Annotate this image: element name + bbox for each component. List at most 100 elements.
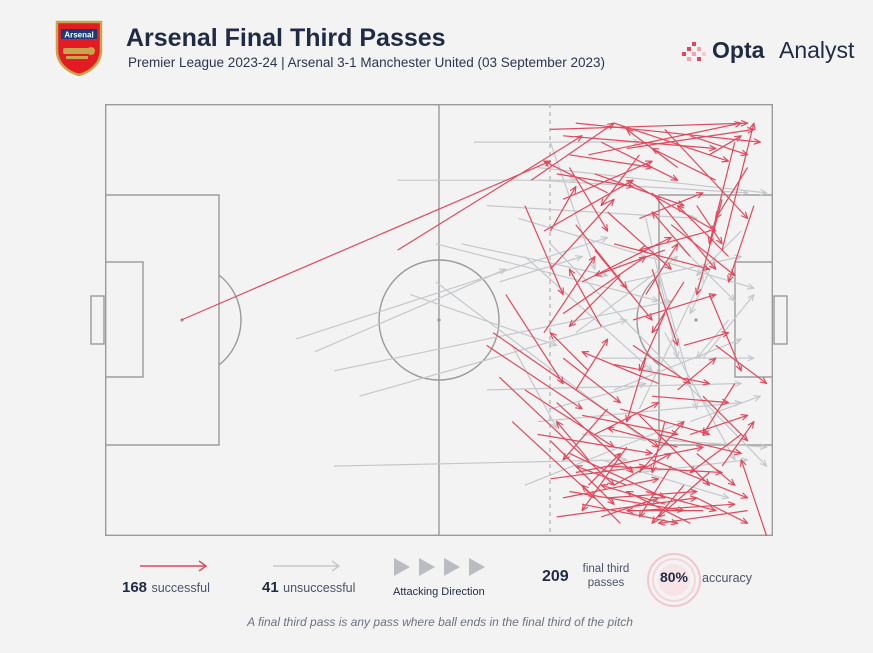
successful-legend: 168 successful xyxy=(122,579,210,597)
successful-pass-46 xyxy=(563,408,609,460)
successful-pass-65 xyxy=(652,484,685,523)
accuracy-label: accuracy xyxy=(702,571,753,585)
unsuccessful-pass-13 xyxy=(524,256,652,371)
unsuccessful-pass-31 xyxy=(702,295,754,359)
unsuccessful-pass-23 xyxy=(645,218,678,358)
attacking-direction-arrows-icon xyxy=(394,558,485,576)
successful-pass-68 xyxy=(659,472,710,517)
successful-pass-21 xyxy=(549,187,576,232)
successful-pass-35 xyxy=(632,295,716,321)
successful-pass-79 xyxy=(709,141,736,244)
successful-pass-33 xyxy=(562,257,646,315)
header: Arsenal Arsenal Final Third Passes Premi… xyxy=(0,0,873,90)
successful-pass-45 xyxy=(581,414,678,434)
successful-pass-117 xyxy=(639,504,734,512)
successful-pass-67 xyxy=(562,479,658,499)
successful-pass-6 xyxy=(563,135,716,149)
unsuccessful-pass-29 xyxy=(626,257,742,283)
unsuccessful-passes xyxy=(295,141,767,498)
successful-pass-88 xyxy=(716,167,749,219)
crest-text: Arsenal xyxy=(64,31,93,40)
unsuccessful-pass-30 xyxy=(690,396,760,423)
successful-pass-100 xyxy=(575,339,608,391)
successful-pass-29 xyxy=(569,275,621,327)
successful-pass-72 xyxy=(638,422,684,473)
unsuccessful-pass-14 xyxy=(486,384,742,391)
successful-pass-76 xyxy=(486,344,582,409)
successful-pass-113 xyxy=(652,395,728,402)
pitch-svg xyxy=(105,104,773,536)
successful-pass-48 xyxy=(652,421,666,473)
unsuccessful-pass-18 xyxy=(638,276,703,410)
unsuccessful-pass-11 xyxy=(333,460,627,467)
accuracy-target-icon xyxy=(647,553,701,607)
successful-pass-34 xyxy=(569,269,602,327)
successful-pass-50 xyxy=(549,440,614,505)
total-passes-label-line1: final third xyxy=(582,563,630,575)
successful-pass-36 xyxy=(639,313,666,371)
left-goal xyxy=(90,295,105,345)
page-subtitle: Premier League 2023-24 | Arsenal 3-1 Man… xyxy=(128,55,606,70)
left-penalty-box xyxy=(105,194,220,446)
unsuccessful-pass-4 xyxy=(435,243,659,301)
successful-pass-9 xyxy=(600,141,677,180)
successful-pass-78 xyxy=(645,244,678,295)
successful-pass-74 xyxy=(524,389,614,447)
unsuccessful-pass-37 xyxy=(657,269,697,409)
right-goal xyxy=(773,295,788,345)
successful-pass-92 xyxy=(690,433,742,472)
unsuccessful-pass-36 xyxy=(601,459,728,498)
successful-pass-56 xyxy=(639,465,672,517)
successful-pass-102 xyxy=(652,281,685,333)
unsuccessful-pass-39 xyxy=(511,345,557,428)
unsuccessful-pass-17 xyxy=(613,339,741,391)
successful-pass-62 xyxy=(576,466,627,486)
successful-pass-30 xyxy=(651,269,678,345)
successful-pass-104 xyxy=(569,154,652,168)
opta-logo-icon xyxy=(682,42,706,61)
successful-pass-39 xyxy=(550,333,589,372)
unsuccessful-count: 41 xyxy=(262,579,279,596)
successful-pass-13 xyxy=(568,167,607,232)
unsuccessful-label: unsuccessful xyxy=(283,581,356,595)
right-six-yard-box xyxy=(734,261,773,378)
successful-pass-91 xyxy=(703,383,736,435)
unsuccessful-pass-22 xyxy=(697,319,729,358)
successful-pass-116 xyxy=(620,408,709,435)
pitch-spots xyxy=(180,318,698,322)
successful-pass-108 xyxy=(729,205,755,282)
successful-pass-27 xyxy=(549,199,614,270)
centre-spot xyxy=(437,318,441,322)
unsuccessful-pass-10 xyxy=(537,166,767,193)
unsuccessful-pass-12 xyxy=(549,243,766,466)
successful-passes xyxy=(181,123,766,536)
unsuccessful-pass-32 xyxy=(664,332,735,460)
total-passes-count: 209 xyxy=(542,568,569,585)
successful-pass-1 xyxy=(397,136,582,251)
successful-pass-51 xyxy=(569,452,664,498)
centre-circle xyxy=(378,259,500,381)
successful-pass-32 xyxy=(721,123,754,251)
right-penalty-spot xyxy=(694,318,698,322)
successful-pass-114 xyxy=(608,428,678,448)
unsuccessful-pass-33 xyxy=(549,141,595,269)
successful-pass-2 xyxy=(492,332,658,447)
unsuccessful-pass-34 xyxy=(499,257,582,283)
successful-pass-40 xyxy=(613,363,709,384)
successful-pass-44 xyxy=(556,402,633,473)
successful-pass-57 xyxy=(696,452,735,485)
successful-pass-42 xyxy=(677,358,716,391)
successful-pass-85 xyxy=(601,154,640,206)
brand-opta-text: Opta xyxy=(712,37,765,63)
successful-pass-89 xyxy=(678,206,729,257)
successful-pass-24 xyxy=(639,193,703,219)
successful-pass-81 xyxy=(613,243,709,269)
successful-pass-8 xyxy=(588,123,742,156)
successful-pass-61 xyxy=(607,492,697,499)
unsuccessful-legend: 41 unsuccessful xyxy=(262,579,355,597)
successful-pass-109 xyxy=(715,344,767,383)
successful-pass-41 xyxy=(627,357,647,422)
right-penalty-arc xyxy=(636,274,660,366)
successful-pass-26 xyxy=(696,205,722,244)
unsuccessful-pass-8 xyxy=(410,294,556,346)
